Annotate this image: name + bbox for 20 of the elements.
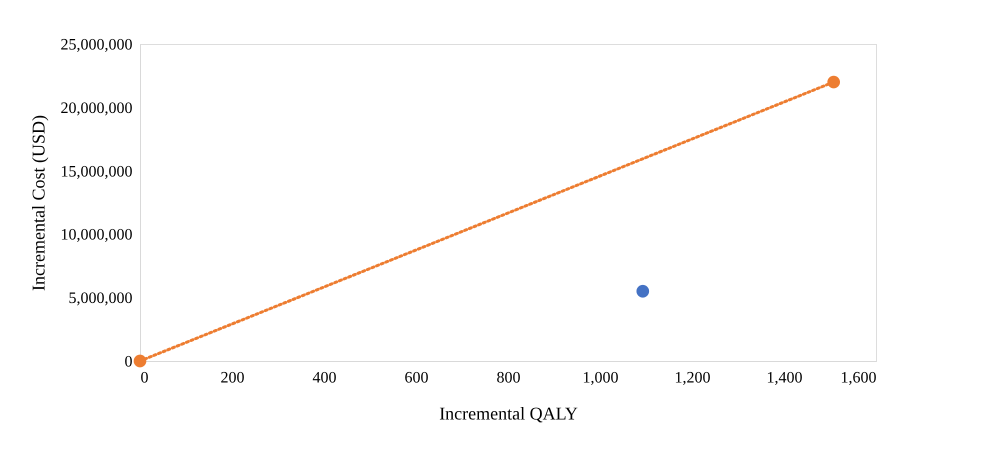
point [827,76,840,88]
y-axis-title: Incremental Cost (USD) [28,115,48,291]
x-tick-label: 200 [220,370,244,386]
y-tick-label: 5,000,000 [68,290,132,308]
x-tick-label: 1,000 [582,370,618,386]
x-axis-title: Incremental QALY [439,404,578,424]
y-tick-label: 10,000,000 [60,226,132,244]
x-tick-label: 600 [404,370,428,386]
y-tick-label: 15,000,000 [60,163,132,180]
point [134,354,146,368]
x-tick-label: 1,600 [840,370,876,386]
x-tick-label: 400 [312,370,336,386]
y-tick-label: 20,000,000 [60,100,132,117]
y-tick-label: 0 [124,354,132,370]
x-tick-label: 0 [140,370,148,386]
point [636,284,650,298]
y-tick-label: 25,000,000 [60,36,132,54]
x-tick-label: 1,200 [674,370,710,386]
x-tick-label: 800 [496,370,520,386]
x-tick-label: 1,400 [766,370,802,386]
